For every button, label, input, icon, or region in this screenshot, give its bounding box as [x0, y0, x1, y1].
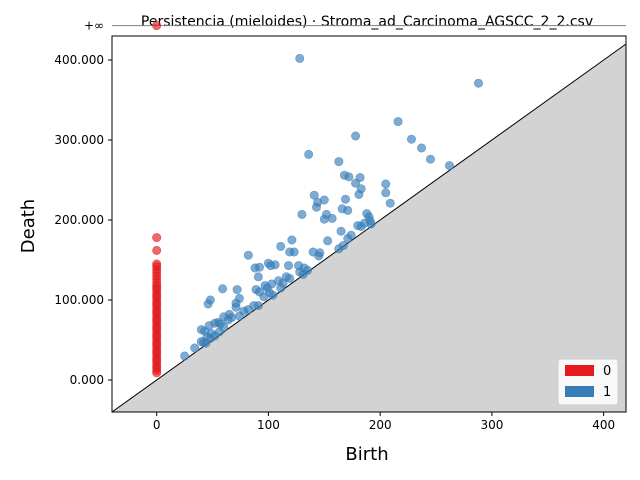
- x-axis: 0 100 200 300 400: [153, 412, 615, 432]
- point-series-1: [327, 213, 337, 223]
- point-series-1: [381, 188, 391, 198]
- y-tick-label: 100.000: [54, 293, 104, 307]
- point-series-1: [351, 178, 361, 188]
- point-series-1: [354, 189, 364, 199]
- point-series-1: [344, 172, 354, 182]
- plot-area: [111, 21, 627, 413]
- y-axis: 0.000 100.000 200.000 300.000 400.000: [54, 53, 112, 387]
- point-series-1: [425, 154, 435, 164]
- point-series-1: [223, 315, 233, 325]
- y-tick-label: 0.000: [70, 373, 104, 387]
- point-series-1: [381, 179, 391, 189]
- point-series-0: [152, 21, 162, 31]
- legend: 0 1: [557, 358, 619, 406]
- y-tick-label: 200.000: [54, 213, 104, 227]
- point-series-1: [259, 292, 269, 302]
- point-series-1: [190, 343, 200, 353]
- point-series-1: [276, 283, 286, 293]
- point-series-1: [285, 273, 295, 283]
- point-series-0: [152, 233, 162, 243]
- point-series-1: [243, 250, 253, 260]
- legend-swatch-0: [565, 365, 594, 376]
- point-series-1: [250, 263, 260, 273]
- point-series-1: [287, 235, 297, 245]
- point-series-1: [334, 244, 344, 254]
- x-tick-label: 100: [257, 418, 280, 432]
- point-series-0: [152, 368, 162, 378]
- point-series-1: [474, 78, 484, 88]
- point-series-1: [239, 306, 249, 316]
- x-tick-label: 200: [369, 418, 392, 432]
- point-series-1: [232, 285, 242, 295]
- point-series-1: [218, 284, 228, 294]
- point-series-1: [231, 302, 241, 312]
- point-series-1: [406, 134, 416, 144]
- data-points: [152, 21, 484, 378]
- plot-frame: [111, 35, 627, 413]
- point-series-1: [356, 221, 366, 231]
- point-series-1: [266, 261, 276, 271]
- point-series-1: [304, 149, 314, 159]
- legend-label-0: 0: [603, 364, 611, 379]
- point-series-1: [180, 351, 190, 361]
- point-series-1: [284, 261, 294, 271]
- point-series-1: [295, 53, 305, 63]
- point-series-1: [285, 247, 295, 257]
- point-series-1: [311, 202, 321, 212]
- series-1: [180, 53, 484, 361]
- x-axis-label: Birth: [345, 444, 388, 465]
- point-series-0: [152, 245, 162, 255]
- point-series-1: [323, 236, 333, 246]
- point-series-1: [343, 233, 353, 243]
- point-series-1: [336, 226, 346, 236]
- point-series-1: [444, 161, 454, 171]
- x-tick-label: 300: [480, 418, 503, 432]
- point-series-1: [297, 209, 307, 219]
- legend-label-1: 1: [603, 385, 611, 400]
- point-series-1: [314, 251, 324, 261]
- y-axis-label: Death: [18, 199, 39, 253]
- point-series-1: [366, 219, 376, 229]
- point-series-1: [351, 131, 361, 141]
- point-series-1: [334, 157, 344, 167]
- point-series-1: [298, 269, 308, 279]
- point-series-1: [393, 117, 403, 127]
- point-series-1: [201, 338, 211, 348]
- point-series-1: [253, 272, 263, 282]
- point-series-1: [385, 198, 395, 208]
- point-series-1: [319, 214, 329, 224]
- series-0: [152, 21, 162, 378]
- point-series-1: [276, 241, 286, 251]
- infinity-tick-label: +∞: [84, 19, 104, 33]
- point-series-1: [268, 290, 278, 300]
- y-tick-label: 400.000: [54, 53, 104, 67]
- y-tick-label: 300.000: [54, 133, 104, 147]
- point-series-1: [253, 301, 263, 311]
- x-tick-label: 0: [153, 418, 161, 432]
- point-series-1: [417, 143, 427, 153]
- x-tick-label: 400: [592, 418, 615, 432]
- point-series-1: [203, 299, 213, 309]
- chart-title: Persistencia (mieloides) · Stroma_ad_Car…: [141, 14, 593, 30]
- point-series-1: [343, 205, 353, 215]
- point-series-1: [341, 194, 351, 204]
- legend-swatch-1: [565, 386, 594, 397]
